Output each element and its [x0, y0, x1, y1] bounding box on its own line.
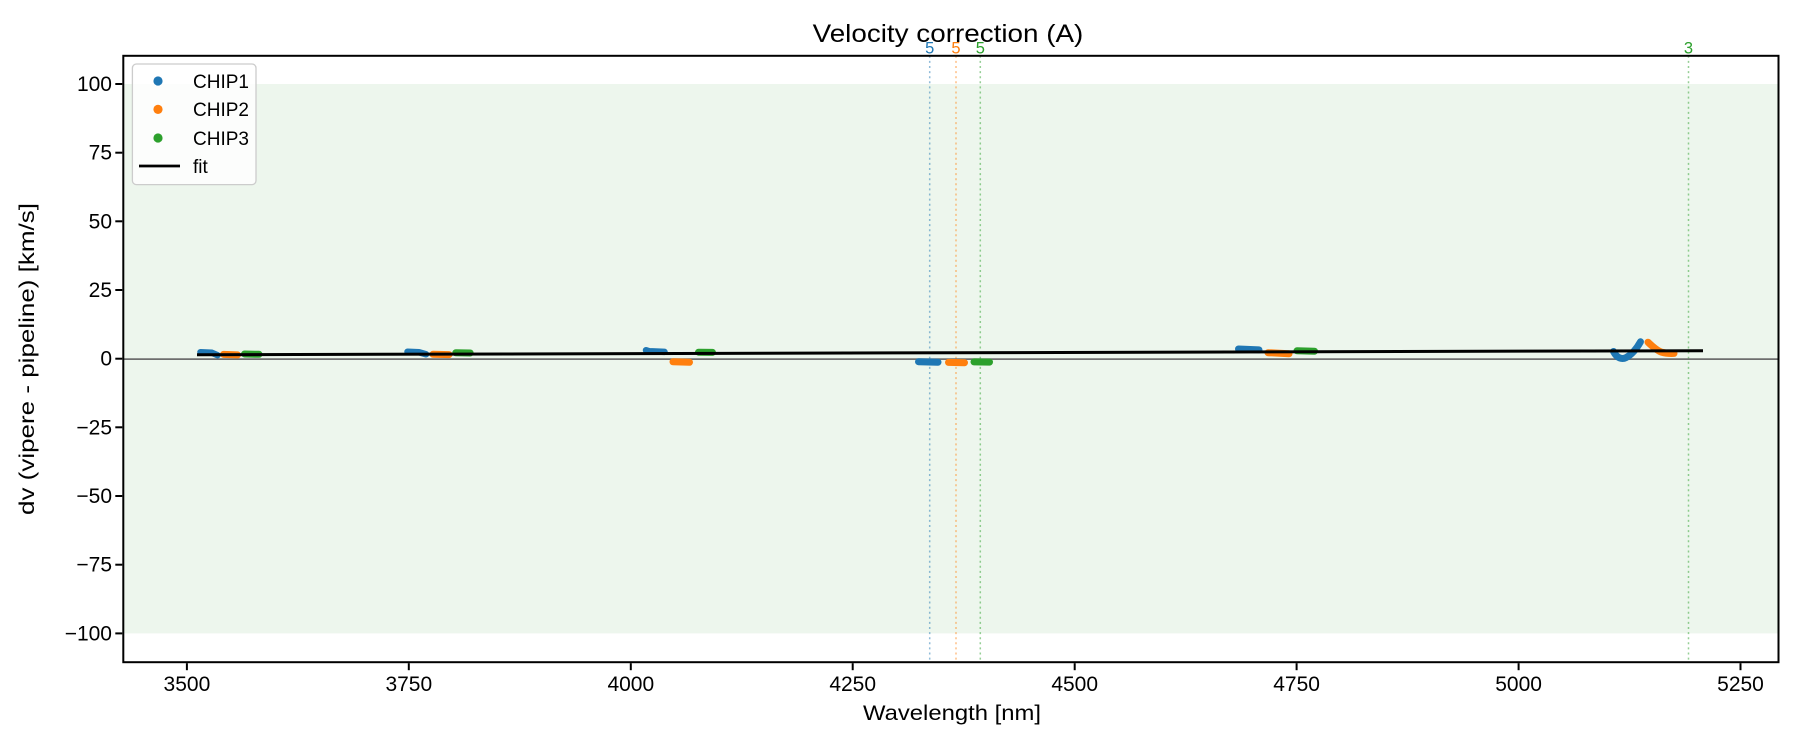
svg-text:3: 3	[1684, 40, 1693, 58]
svg-text:5000: 5000	[1495, 673, 1542, 696]
svg-text:3500: 3500	[164, 673, 211, 696]
svg-text:CHIP3: CHIP3	[193, 129, 249, 150]
svg-text:fit: fit	[193, 157, 209, 178]
svg-text:5: 5	[976, 40, 985, 58]
svg-text:CHIP2: CHIP2	[193, 100, 249, 121]
svg-text:100: 100	[77, 73, 112, 96]
svg-text:75: 75	[89, 142, 112, 165]
svg-text:5250: 5250	[1717, 673, 1764, 696]
svg-text:4750: 4750	[1273, 673, 1320, 696]
svg-text:4250: 4250	[829, 673, 876, 696]
svg-text:−100: −100	[65, 622, 112, 645]
svg-text:Velocity correction (A): Velocity correction (A)	[813, 20, 1084, 48]
svg-text:4000: 4000	[607, 673, 654, 696]
svg-text:dv (vipere - pipeline) [km/s]: dv (vipere - pipeline) [km/s]	[16, 203, 39, 515]
svg-text:Wavelength [nm]: Wavelength [nm]	[863, 702, 1041, 725]
svg-text:−75: −75	[76, 554, 112, 577]
svg-text:3750: 3750	[385, 673, 432, 696]
svg-text:25: 25	[89, 279, 112, 302]
svg-text:−25: −25	[76, 416, 112, 439]
svg-text:0: 0	[100, 348, 112, 371]
svg-text:5: 5	[951, 40, 960, 58]
svg-text:CHIP1: CHIP1	[193, 72, 249, 93]
svg-text:−50: −50	[76, 485, 112, 508]
svg-text:50: 50	[89, 210, 112, 233]
svg-text:4500: 4500	[1051, 673, 1098, 696]
svg-text:5: 5	[925, 40, 934, 58]
